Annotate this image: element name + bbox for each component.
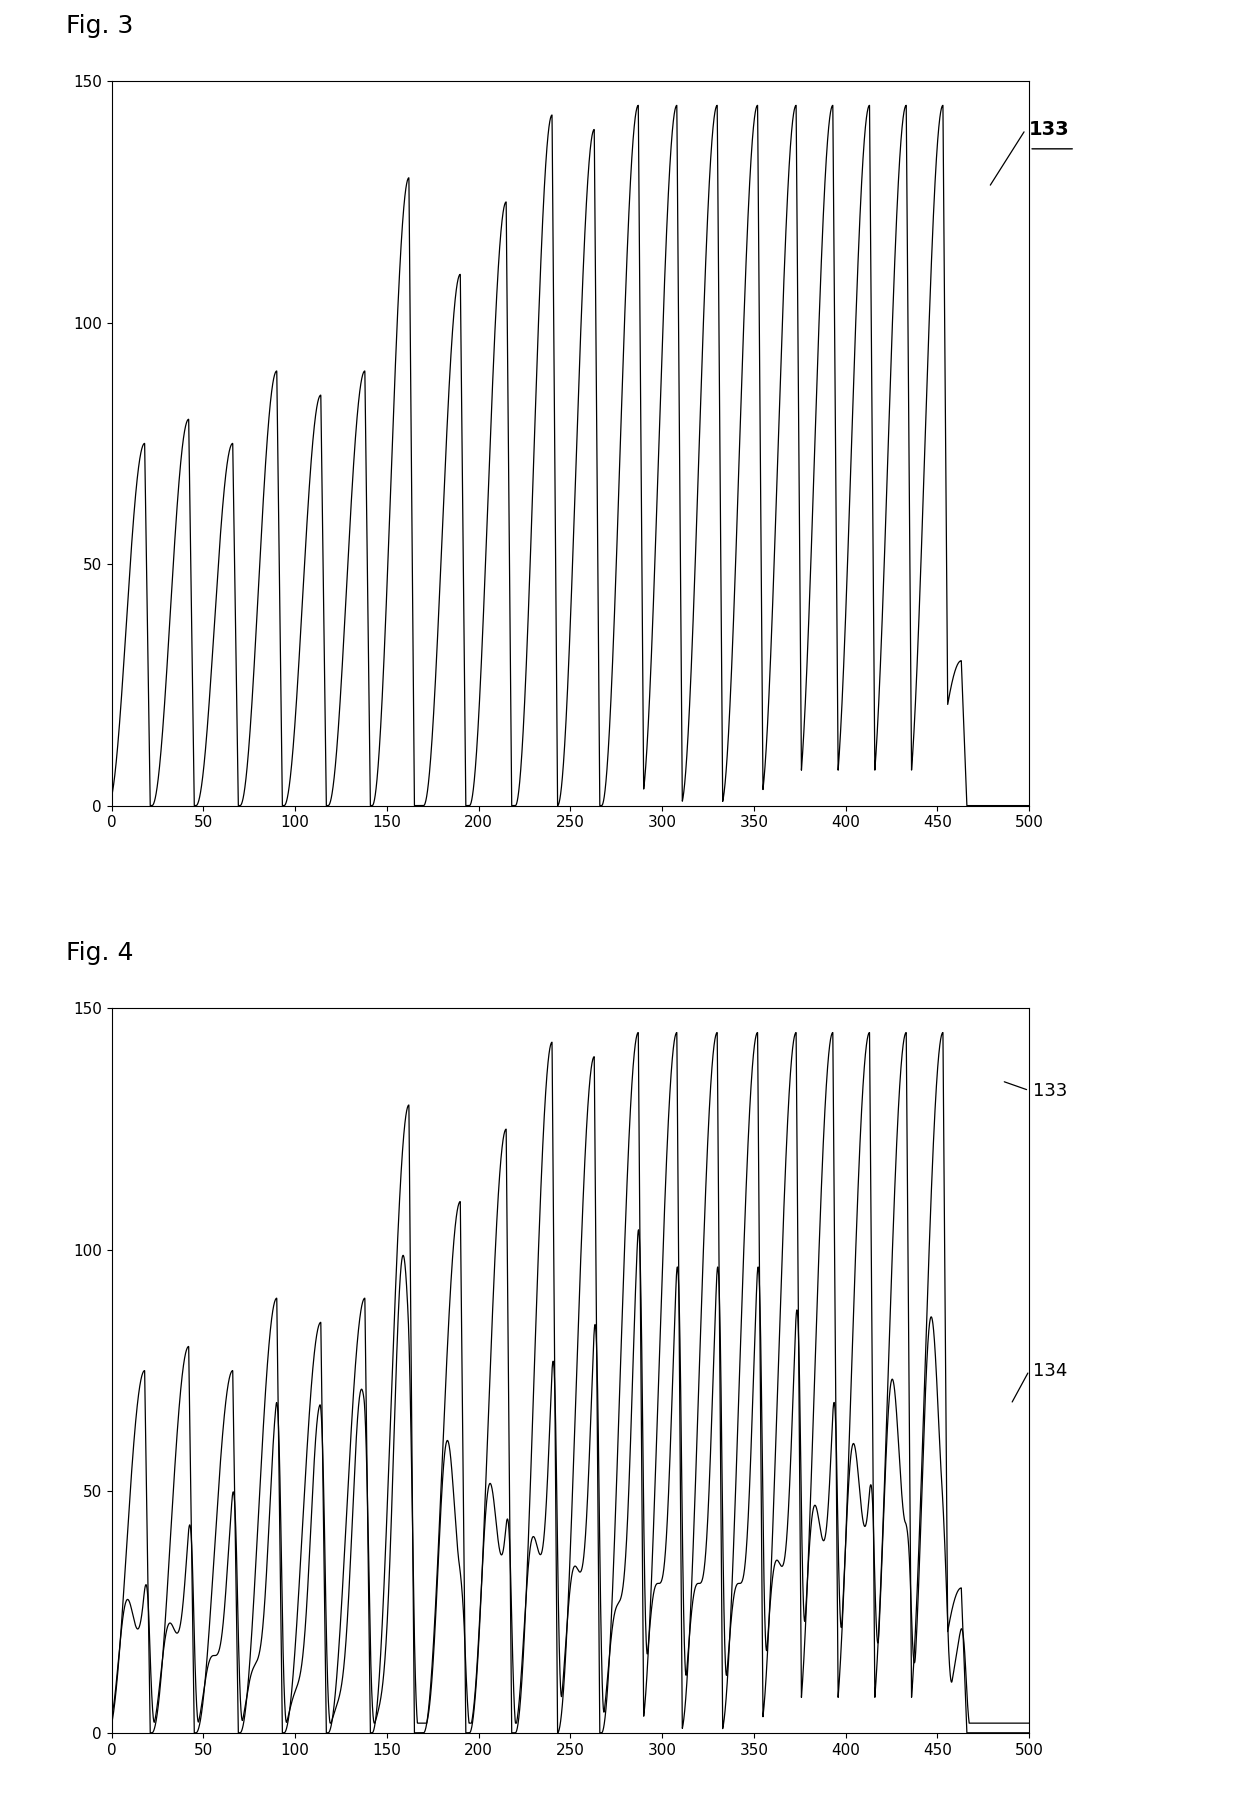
- Text: 133: 133: [1029, 119, 1070, 139]
- Text: 134: 134: [1033, 1361, 1068, 1379]
- Text: Fig. 3: Fig. 3: [66, 14, 133, 38]
- Text: Fig. 4: Fig. 4: [66, 940, 133, 966]
- Text: 133: 133: [1033, 1081, 1068, 1099]
